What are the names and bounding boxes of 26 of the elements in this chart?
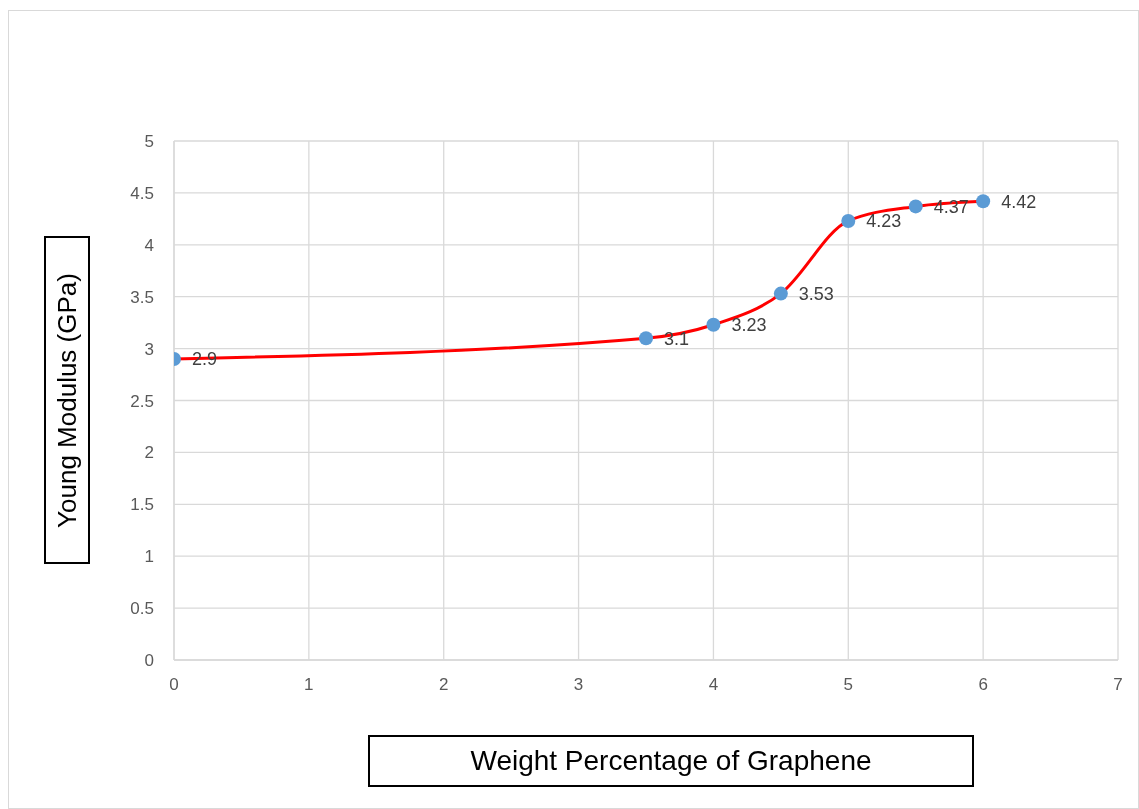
y-tick-label: 4.5	[130, 183, 154, 203]
y-axis-title: Young Modulus (GPa)	[51, 272, 83, 528]
data-label: 4.23	[866, 211, 902, 232]
x-tick-label: 0	[169, 675, 179, 695]
data-label: 3.23	[731, 315, 767, 336]
y-tick-label: 2	[144, 443, 154, 463]
y-tick-label: 3.5	[130, 287, 154, 307]
data-label: 4.42	[1001, 191, 1037, 212]
y-tick-label: 4	[144, 235, 154, 255]
x-tick-label: 2	[438, 675, 449, 695]
x-tick-label: 4	[708, 675, 719, 695]
y-tick-label: 2.5	[130, 391, 154, 411]
x-tick-label: 1	[304, 675, 314, 695]
x-tick-label: 5	[843, 675, 854, 695]
x-axis-title: Weight Percentage of Graphene	[368, 735, 974, 787]
y-tick-label: 0	[144, 651, 154, 671]
data-label: 3.53	[798, 283, 834, 304]
y-tick-label: 0.5	[130, 599, 154, 619]
x-tick-label: 3	[573, 675, 584, 695]
x-tick-label: 7	[1113, 675, 1123, 695]
data-label: 3.1	[664, 328, 690, 349]
y-tick-label: 1	[144, 547, 154, 567]
y-tick-label: 3	[144, 339, 154, 359]
y-tick-label: 5	[144, 132, 154, 152]
y-tick-label: 1.5	[130, 495, 154, 515]
x-tick-label: 6	[978, 675, 988, 695]
